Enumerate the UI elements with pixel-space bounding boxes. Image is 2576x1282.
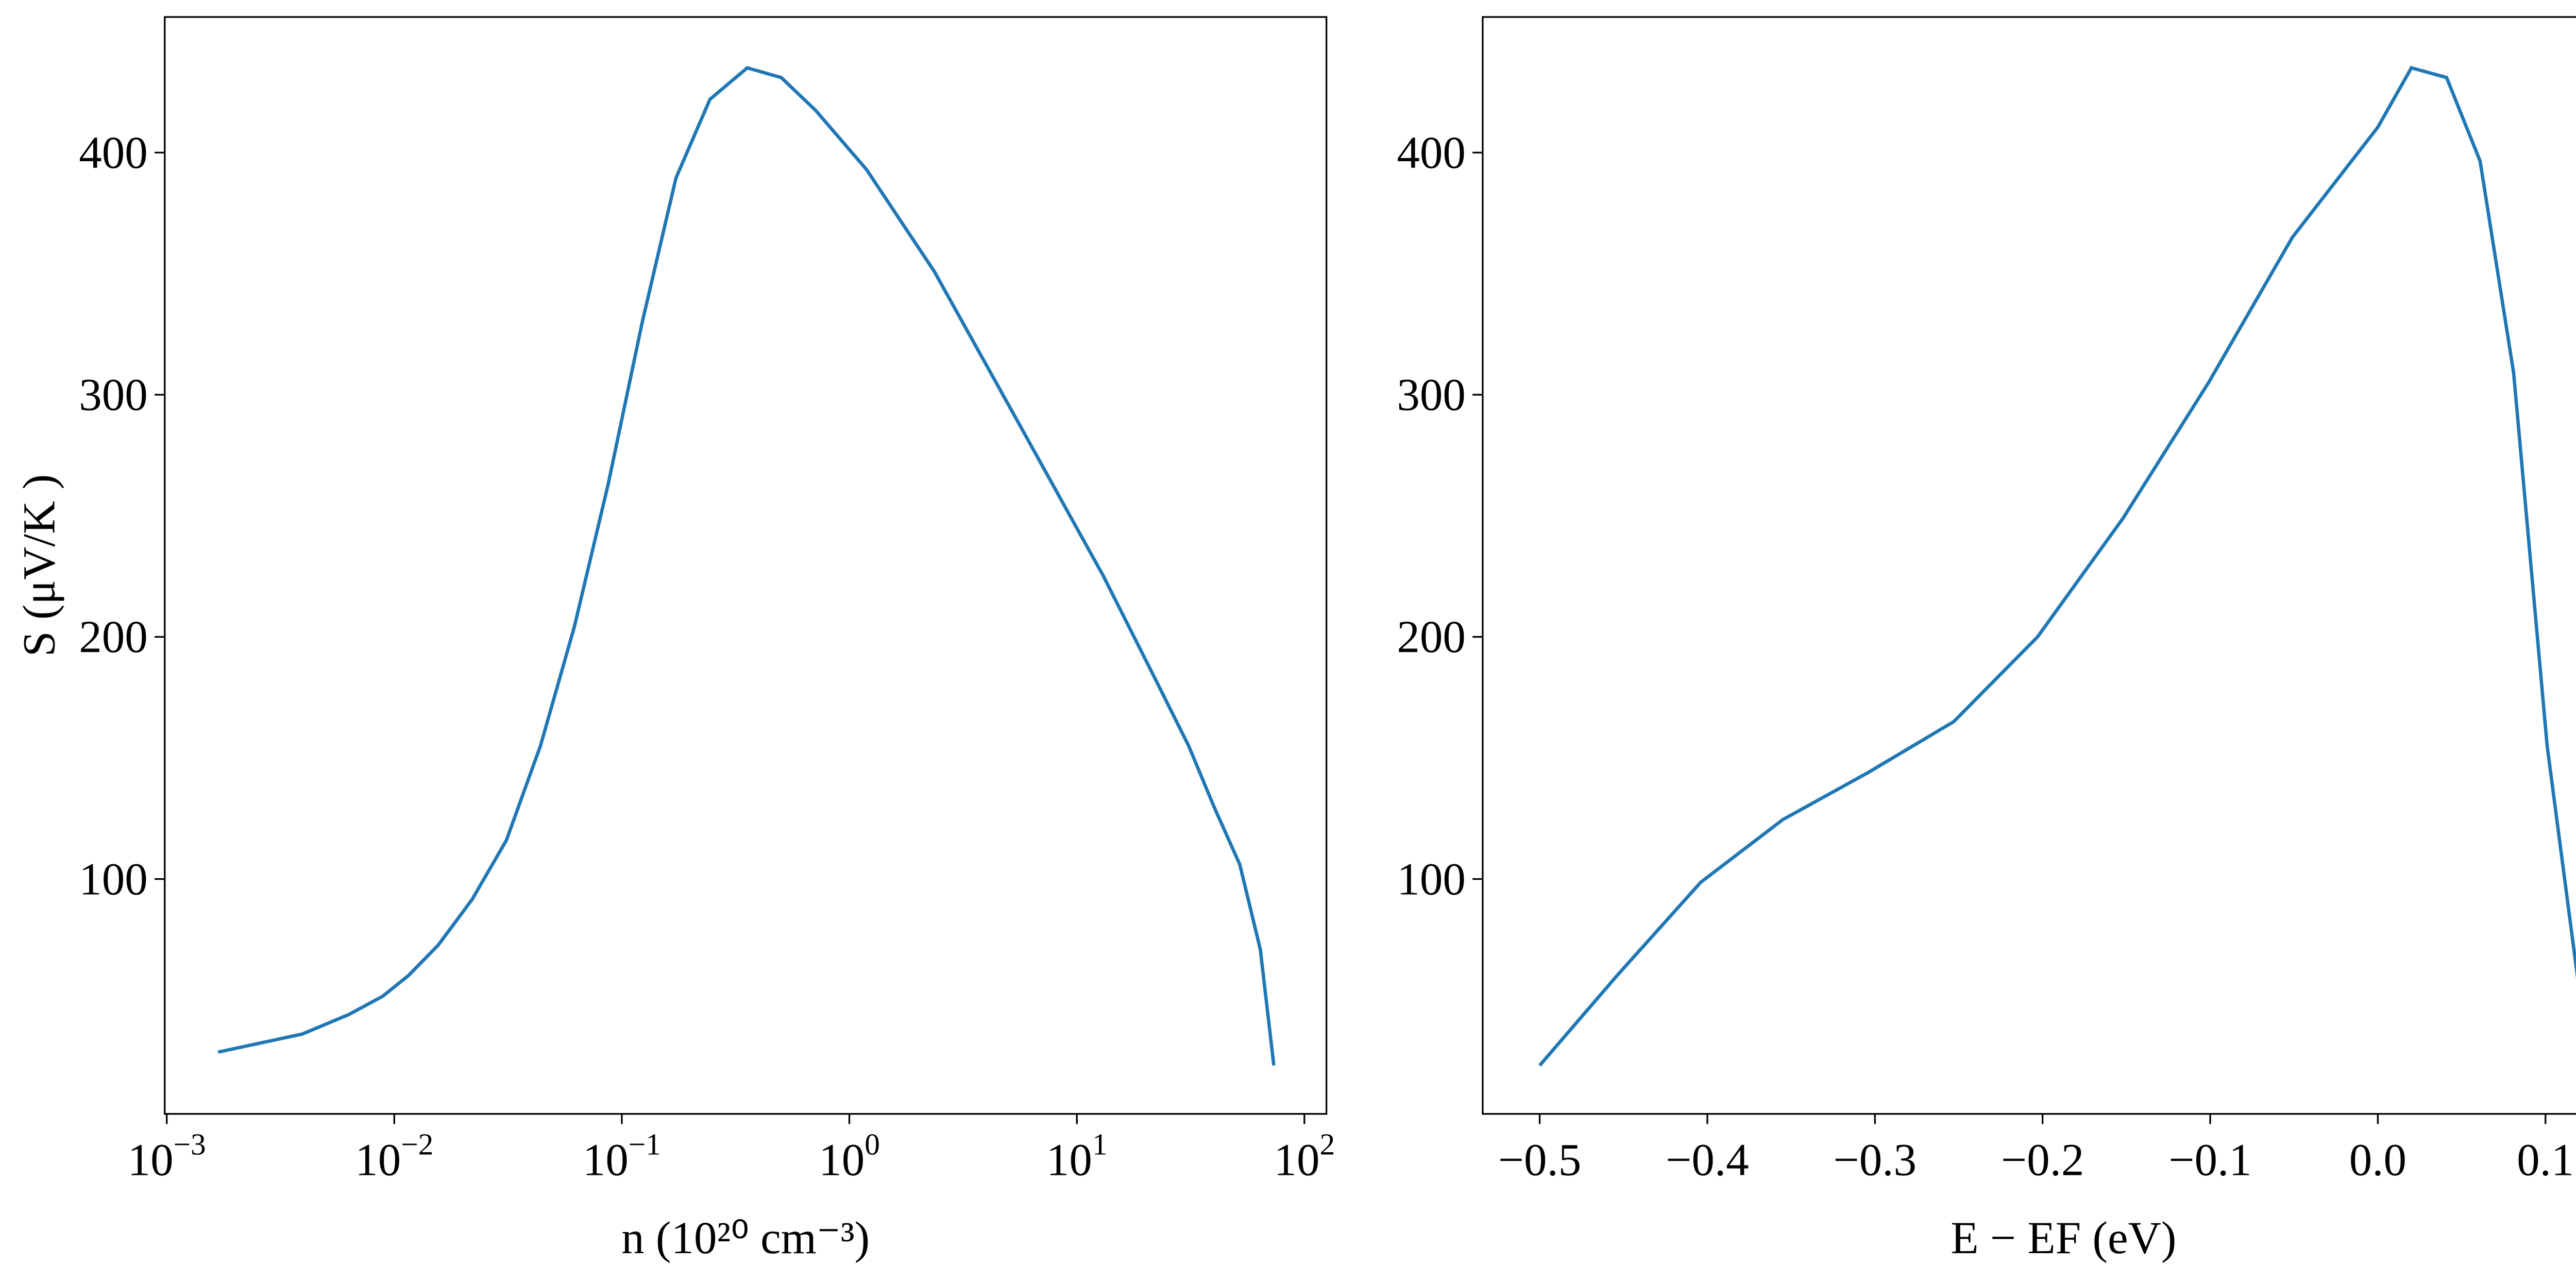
y-tick-label: 400 [79, 128, 148, 178]
x-tick-label: −0.5 [1498, 1135, 1581, 1185]
axes-frame [164, 16, 1328, 1115]
y-tick-label: 200 [1397, 612, 1466, 662]
x-tick-label: −0.1 [2168, 1135, 2251, 1185]
x-tick-label: 100 [819, 1127, 880, 1186]
x-tick-label: −0.2 [2001, 1135, 2084, 1185]
axes-frame [1482, 16, 2576, 1115]
y-tick-label: 200 [79, 612, 148, 662]
data-line [217, 66, 1276, 1066]
subplot: 100 200 300 400 10−3 10−2 10−1 100 101 102 n (10²⁰… [14, 16, 1335, 1263]
x-tick-label: 0.1 [2517, 1135, 2574, 1185]
y-tick-label: 400 [1397, 128, 1466, 178]
y-axis-label: S (μV/K ) [14, 474, 64, 657]
x-tick-label: 10−1 [583, 1127, 661, 1186]
x-tick-label: 10−3 [128, 1127, 206, 1186]
y-tick-label: 100 [79, 854, 148, 904]
y-tick-label: 300 [1397, 370, 1466, 420]
x-tick-label: 102 [1274, 1127, 1335, 1186]
x-axis-label: n (10²⁰ cm⁻³) [621, 1213, 870, 1263]
subplot: 100 200 300 400 −0.5 −0.4 −0.3 −0.2 −0.1 0.0 0.1 E … [1397, 16, 2576, 1263]
x-tick-label: 0.0 [2349, 1135, 2406, 1185]
x-tick-label: −0.4 [1666, 1135, 1749, 1185]
x-tick-label: 10−2 [355, 1127, 433, 1186]
x-axis-label: E − EF (eV) [1951, 1213, 2176, 1263]
y-tick-label: 300 [79, 370, 148, 420]
x-tick-label: −0.3 [1834, 1135, 1917, 1185]
y-tick-label: 100 [1397, 854, 1466, 904]
x-tick-label: 101 [1046, 1127, 1108, 1186]
data-line [1538, 65, 2576, 1067]
